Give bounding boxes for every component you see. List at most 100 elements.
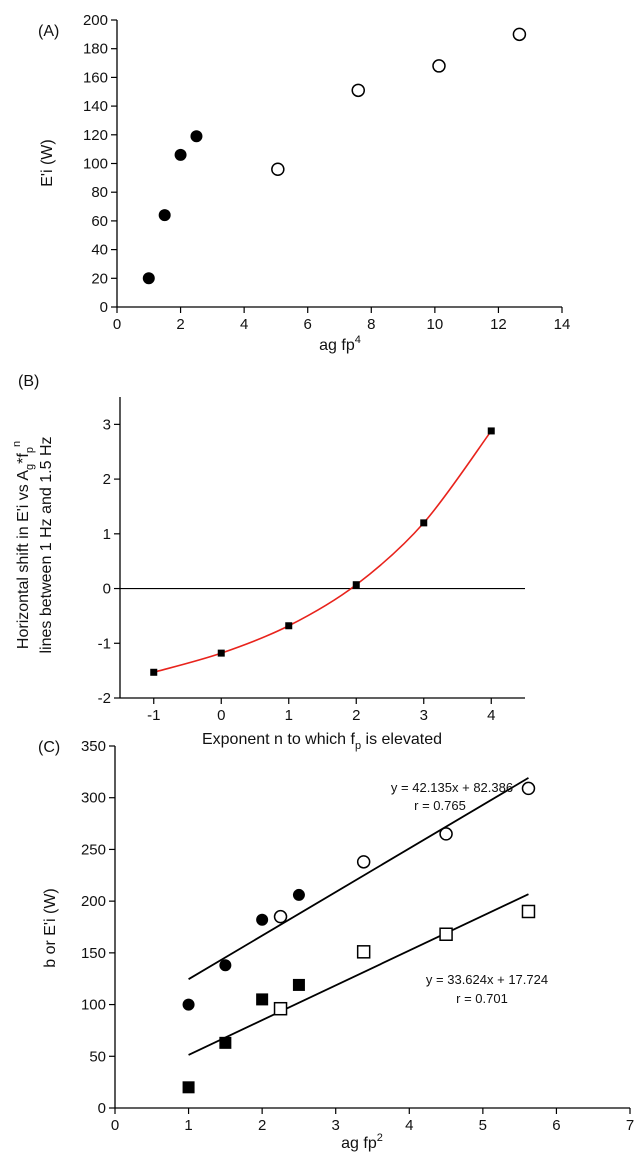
panel-b-y-axis-label-line1: Horizontal shift in E'i vs Ag*fpn [11,441,36,649]
panel-b: (B) -1 0 1 2 3 4 -2 -1 0 1 2 3 Exponent n to which… [11,373,525,752]
data-point [487,427,495,435]
data-point [217,649,225,657]
data-point [150,668,158,676]
y-tick-label: 60 [91,213,108,230]
panel-c-fit-lines [188,777,529,1056]
panel-b-y-axis-label: Horizontal shift in E'i vs Ag*fpn lines … [11,436,55,653]
panel-b-x-ticks: -1 0 1 2 3 4 [147,698,495,724]
y-tick-label: 160 [83,69,108,86]
y-tick-label: 100 [83,156,108,173]
data-point [174,148,187,161]
panel-c-x-axis-label: ag fp2 [341,1132,383,1152]
x-tick-label: 4 [405,1117,413,1134]
x-tick-label: 5 [479,1117,487,1134]
y-tick-label: 200 [81,893,106,910]
data-point [352,581,360,589]
panel-a: (A) 0 2 4 6 8 10 12 14 0 20 40 60 80 100 120 140 160 180… [38,12,570,354]
y-tick-label: -1 [98,635,111,652]
fit-line-1 [188,777,529,980]
data-point [190,130,203,143]
fit-1-equation: y = 42.135x + 82.386 [391,780,513,795]
data-point [521,781,536,796]
data-point [256,913,269,926]
data-point [271,162,285,176]
data-point [356,945,371,959]
panel-a-points [142,27,527,285]
y-tick-label: 200 [83,12,108,29]
x-tick-label: 3 [420,707,428,724]
panel-c-letter: (C) [38,739,60,756]
y-tick-label: 150 [81,945,106,962]
x-tick-label: 8 [367,316,375,333]
panel-b-points [150,427,495,676]
data-point [182,998,195,1011]
y-tick-label: 120 [83,127,108,144]
data-point [432,59,446,73]
panel-c-y-ticks: 0 50 100 150 200 250 300 350 [81,738,115,1117]
y-tick-label: 350 [81,738,106,755]
x-tick-label: -1 [147,707,160,724]
fit-1-r: r = 0.765 [414,798,466,813]
data-point [219,959,232,972]
y-tick-label: 100 [81,997,106,1014]
y-tick-label: 0 [98,1100,106,1117]
panel-c: (C) 0 1 2 3 4 5 6 7 0 50 100 150 200 250 300 350 y = 4… [38,738,634,1152]
panel-a-y-ticks: 0 20 40 60 80 100 120 140 160 180 200 [83,12,117,316]
panel-a-x-axis-label: ag fp4 [319,334,361,354]
panel-c-x-ticks: 0 1 2 3 4 5 6 7 [111,1108,634,1134]
panel-b-x-axis-label: Exponent n to which fp is elevated [202,731,442,752]
x-tick-label: 4 [487,707,495,724]
fit-2-equation: y = 33.624x + 17.724 [426,972,548,987]
y-tick-label: 80 [91,184,108,201]
panel-b-y-axis-label-line2: lines between 1 Hz and 1.5 Hz [38,436,55,653]
x-tick-label: 0 [113,316,121,333]
data-point [292,888,305,901]
x-tick-label: 1 [184,1117,192,1134]
data-point [219,1036,232,1049]
panel-b-fit-curve [153,430,492,674]
panel-b-axes [119,397,525,699]
x-tick-label: 10 [427,316,444,333]
data-point [292,978,305,991]
panel-b-letter: (B) [18,373,39,390]
data-point [512,27,527,42]
data-point [356,855,371,869]
fit-2-r: r = 0.701 [456,991,508,1006]
x-tick-label: 4 [240,316,248,333]
data-point [351,83,366,98]
x-tick-label: 2 [258,1117,266,1134]
x-tick-label: 12 [490,316,507,333]
y-tick-label: 1 [103,526,111,543]
data-point [420,519,428,527]
panel-a-letter: (A) [38,23,59,40]
x-tick-label: 6 [304,316,312,333]
data-point [182,1081,195,1094]
y-tick-label: 20 [91,270,108,287]
panel-c-axes [114,746,630,1109]
x-tick-label: 14 [554,316,571,333]
y-tick-label: 180 [83,41,108,58]
y-tick-label: -2 [98,690,111,707]
y-tick-label: 50 [89,1048,106,1065]
y-tick-label: 300 [81,790,106,807]
data-point [439,927,453,941]
x-tick-label: 2 [352,707,360,724]
data-point [256,993,269,1006]
panel-a-y-axis-label: E'i (W) [39,139,56,186]
y-tick-label: 0 [100,299,108,316]
data-point [521,904,536,919]
data-point [273,909,288,924]
y-tick-label: 40 [91,242,108,259]
x-tick-label: 0 [111,1117,119,1134]
data-point [285,622,293,630]
panel-b-y-ticks: -2 -1 0 1 2 3 [98,416,120,707]
data-point [142,272,155,285]
y-tick-label: 0 [103,581,111,598]
y-tick-label: 3 [103,416,111,433]
x-tick-label: 1 [285,707,293,724]
x-tick-label: 2 [176,316,184,333]
y-tick-label: 2 [103,471,111,488]
panel-a-x-ticks: 0 2 4 6 8 10 12 14 [113,307,571,333]
panel-a-axes [116,20,562,308]
